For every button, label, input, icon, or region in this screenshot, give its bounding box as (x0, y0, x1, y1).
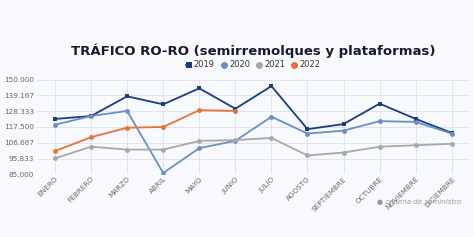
2020 (88, 115, 94, 118)
2019 (196, 87, 202, 90)
2021 (233, 139, 238, 141)
2019 (449, 131, 455, 134)
2021 (269, 137, 274, 139)
2020 (377, 120, 383, 123)
2019 (52, 118, 58, 120)
2022 (233, 109, 238, 112)
2019 (341, 123, 346, 125)
2020 (233, 139, 238, 142)
2019 (160, 103, 166, 106)
2021 (196, 139, 202, 142)
2019 (233, 107, 238, 110)
Title: TRÁFICO RO-RO (semirremolques y plataformas): TRÁFICO RO-RO (semirremolques y platafor… (71, 43, 436, 58)
2021 (305, 154, 310, 157)
Line: 2022: 2022 (53, 108, 238, 154)
2020 (341, 129, 346, 132)
Line: 2021: 2021 (53, 136, 454, 161)
Text: ● cadena‧de suministro: ● cadena‧de suministro (377, 199, 461, 205)
2020 (305, 132, 310, 135)
2020 (449, 132, 455, 135)
2019 (305, 128, 310, 131)
2020 (413, 120, 419, 123)
2021 (377, 145, 383, 148)
2021 (413, 144, 419, 147)
Line: 2020: 2020 (53, 109, 454, 175)
2022 (160, 126, 166, 128)
2020 (52, 123, 58, 126)
2020 (269, 115, 274, 118)
2021 (449, 142, 455, 145)
2021 (88, 145, 94, 148)
2020 (160, 172, 166, 174)
2022 (124, 126, 130, 129)
2019 (413, 118, 419, 120)
2019 (269, 85, 274, 87)
2020 (196, 147, 202, 150)
2020 (124, 109, 130, 112)
2019 (88, 115, 94, 118)
Legend: 2019, 2020, 2021, 2022: 2019, 2020, 2021, 2022 (183, 57, 324, 73)
2022 (52, 150, 58, 152)
2019 (377, 102, 383, 105)
2019 (124, 95, 130, 98)
2021 (52, 157, 58, 160)
Line: 2019: 2019 (53, 84, 454, 135)
2021 (124, 148, 130, 151)
2021 (160, 148, 166, 151)
2022 (196, 109, 202, 112)
2021 (341, 151, 346, 154)
2022 (88, 136, 94, 139)
